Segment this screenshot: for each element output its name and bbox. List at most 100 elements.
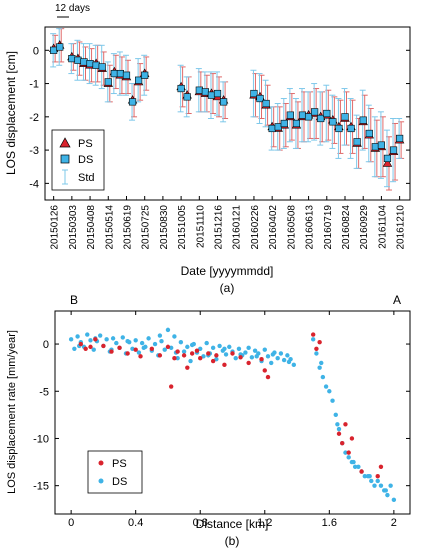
ds-point — [269, 360, 274, 366]
x-tick-label: 20160929 — [359, 205, 370, 250]
ds-point — [114, 340, 119, 346]
ds-point — [88, 338, 93, 343]
ds-point — [210, 345, 216, 351]
ds-marker — [335, 124, 343, 133]
ds-marker — [311, 108, 319, 116]
ds-point — [181, 349, 187, 354]
legend-ds-label: DS — [112, 476, 127, 488]
ds-marker — [86, 59, 94, 68]
ds-marker — [274, 123, 282, 131]
interval-annotation: 12 days — [55, 3, 90, 18]
ds-marker — [377, 141, 386, 149]
ds-point — [352, 464, 358, 469]
ds-marker — [80, 58, 88, 66]
ds-point — [286, 359, 292, 365]
ps-point — [93, 337, 98, 342]
x-tick-label: 20150725 — [141, 205, 152, 250]
x-tick-label: 1.6 — [322, 517, 337, 529]
ds-point — [372, 483, 377, 488]
x-tick-label: 20151216 — [214, 205, 225, 250]
ps-point — [206, 351, 211, 356]
legend-ps-marker — [98, 460, 104, 466]
ds-marker — [298, 111, 307, 119]
ds-point — [198, 346, 203, 351]
data-markers — [48, 40, 405, 167]
ds-point — [162, 347, 167, 352]
x-tick-label: 20150514 — [104, 205, 115, 250]
x-tick-label: 20160719 — [323, 205, 334, 250]
ds-marker — [365, 129, 373, 138]
x-axis-label: Distance [km] — [196, 517, 269, 531]
y-tick-label: -3 — [29, 145, 39, 157]
ps-point — [310, 332, 316, 337]
ps-point — [259, 356, 264, 362]
ds-marker — [341, 113, 349, 121]
ds-marker — [56, 43, 64, 51]
ds-marker — [50, 46, 58, 54]
ds-marker — [383, 154, 392, 163]
ds-point — [335, 422, 340, 427]
x-tick-label: 20160402 — [268, 205, 279, 250]
x-tick-label: 20160613 — [305, 205, 316, 250]
ds-marker — [359, 116, 367, 124]
ps-point — [133, 347, 138, 352]
ds-marker — [389, 146, 398, 154]
ds-point — [233, 356, 238, 361]
y-axis-ticks: 0 -5 -10 -15 — [33, 339, 410, 493]
ds-marker — [98, 63, 106, 71]
interval-label: 12 days — [55, 3, 90, 14]
legend-ds-marker — [60, 154, 70, 164]
x-tick-label: 20160508 — [286, 205, 297, 250]
ds-marker — [262, 99, 270, 108]
ds-point — [346, 455, 351, 460]
ps-point — [172, 356, 177, 361]
x-tick-label: 0.4 — [128, 517, 143, 529]
ds-marker — [92, 61, 100, 69]
ps-point — [117, 345, 122, 351]
ds-marker — [141, 71, 149, 79]
y-tick-label: 0 — [33, 45, 39, 57]
ps-point — [375, 474, 380, 479]
ds-marker — [213, 89, 222, 98]
ds-point — [265, 354, 271, 359]
ps-point — [149, 346, 155, 351]
ds-marker — [201, 88, 209, 96]
ds-point — [278, 351, 284, 356]
ds-point — [275, 356, 280, 361]
ps-point — [125, 351, 130, 356]
legend: PS DS — [87, 450, 143, 494]
ds-point — [262, 347, 267, 352]
ds-point — [243, 350, 248, 355]
ds-marker — [104, 78, 112, 86]
y-tick-label: -10 — [33, 433, 49, 445]
ds-point — [165, 327, 171, 333]
plot-frame — [44, 26, 411, 201]
y-tick-label: -1 — [29, 79, 39, 91]
x-tick-label: 0.8 — [193, 517, 208, 529]
ps-point — [194, 348, 200, 353]
ds-point — [320, 374, 326, 380]
ds-point — [351, 459, 356, 465]
ds-point — [327, 389, 332, 394]
ds-point — [383, 488, 388, 493]
ps-point — [198, 356, 203, 361]
legend-ds-marker — [98, 478, 104, 484]
ps-point — [185, 365, 190, 370]
ds-point — [201, 354, 206, 359]
ps-point — [230, 351, 235, 356]
ds-point — [291, 362, 297, 368]
ds-point — [317, 365, 322, 370]
ds-point — [125, 339, 130, 344]
x-tick-label: 20161104 — [377, 205, 388, 249]
x-axis-ticks: 0 0.4 0.8 1.2 1.6 2 — [68, 311, 397, 529]
ds-point — [254, 354, 259, 359]
ds-point — [72, 346, 77, 351]
ds-point — [189, 342, 195, 348]
x-tick-label: 1.2 — [257, 517, 272, 529]
ps-point — [88, 344, 93, 350]
x-tick-label: 20151110 — [195, 205, 206, 248]
ds-marker — [195, 86, 203, 94]
ds-marker — [68, 55, 76, 63]
ds-point — [285, 353, 290, 358]
ds-point — [356, 464, 361, 469]
